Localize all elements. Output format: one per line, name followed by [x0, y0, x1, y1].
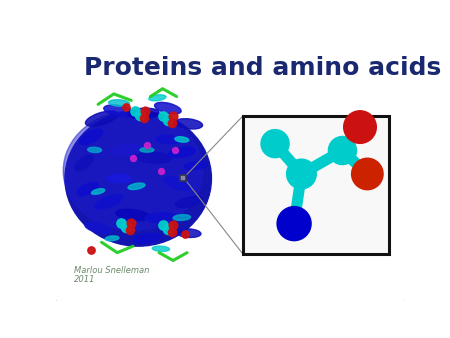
Ellipse shape [105, 236, 119, 241]
Ellipse shape [77, 183, 98, 195]
Point [126, 227, 134, 233]
Text: 2011: 2011 [74, 275, 95, 284]
Point [158, 168, 165, 173]
Point [159, 223, 166, 228]
Ellipse shape [149, 95, 166, 101]
Ellipse shape [145, 213, 176, 222]
Ellipse shape [173, 215, 190, 220]
Point [136, 112, 144, 117]
Point [131, 108, 138, 114]
Ellipse shape [152, 246, 170, 251]
Ellipse shape [128, 108, 159, 119]
Ellipse shape [75, 155, 93, 170]
Text: Proteins and amino acids: Proteins and amino acids [84, 56, 441, 80]
Ellipse shape [63, 111, 202, 231]
Point [128, 220, 135, 225]
Ellipse shape [65, 111, 212, 246]
Ellipse shape [168, 147, 195, 158]
Point [171, 147, 178, 152]
Point [168, 230, 176, 235]
Point [164, 226, 171, 232]
Ellipse shape [104, 105, 134, 117]
Point [164, 117, 171, 123]
Bar [180, 175, 186, 180]
Point [117, 220, 124, 225]
Ellipse shape [175, 137, 189, 142]
Point [143, 142, 150, 147]
Text: Marlou Snelleman: Marlou Snelleman [74, 266, 149, 274]
Point [170, 113, 177, 119]
Ellipse shape [175, 119, 202, 129]
Ellipse shape [128, 183, 145, 190]
Ellipse shape [176, 196, 202, 208]
Ellipse shape [164, 177, 193, 191]
Point [130, 155, 137, 161]
Ellipse shape [85, 222, 111, 234]
Ellipse shape [156, 135, 180, 144]
Ellipse shape [107, 174, 131, 183]
Ellipse shape [88, 147, 102, 152]
Ellipse shape [111, 144, 141, 155]
Point [298, 171, 305, 177]
Point [291, 221, 298, 226]
Point [122, 104, 130, 110]
Ellipse shape [154, 102, 181, 114]
Ellipse shape [140, 147, 154, 152]
Ellipse shape [94, 195, 122, 209]
Bar [243, 116, 389, 254]
Point [87, 247, 95, 253]
Ellipse shape [176, 229, 201, 238]
Ellipse shape [184, 161, 207, 170]
Ellipse shape [133, 233, 161, 243]
Point [182, 232, 189, 237]
Ellipse shape [91, 189, 105, 194]
Point [142, 108, 149, 114]
Ellipse shape [86, 111, 118, 126]
Point [168, 120, 176, 126]
Point [159, 113, 166, 119]
Ellipse shape [116, 209, 150, 220]
Point [122, 224, 130, 230]
Point [364, 171, 371, 177]
Ellipse shape [80, 129, 103, 145]
Point [170, 223, 177, 228]
Ellipse shape [136, 152, 171, 163]
Ellipse shape [108, 100, 130, 106]
Point [356, 124, 364, 130]
Point [271, 141, 279, 146]
FancyBboxPatch shape [54, 39, 407, 302]
Point [140, 115, 148, 121]
Point [339, 148, 346, 153]
